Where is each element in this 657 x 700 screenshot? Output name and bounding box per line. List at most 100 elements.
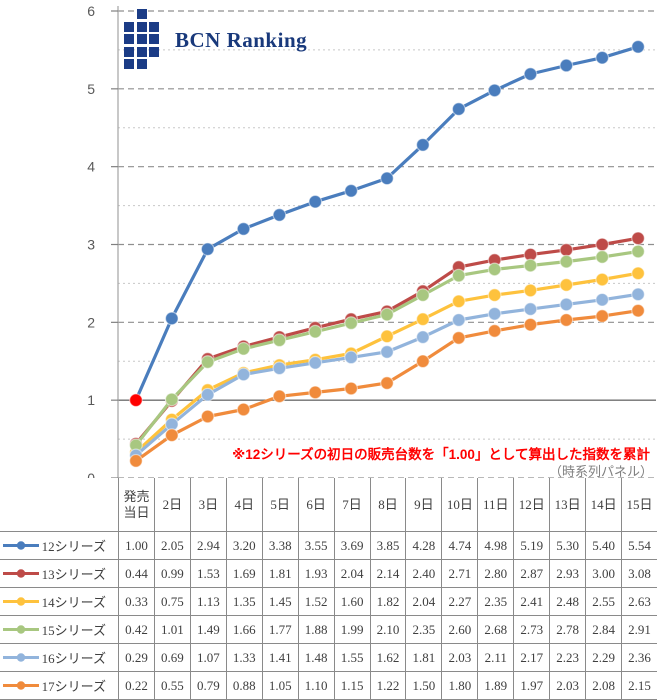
series-marker-6	[272, 389, 287, 404]
column-header-cell: 8日	[369, 478, 406, 532]
table-value-cell: 1.53	[189, 560, 226, 588]
panel-type-note: （時系列パネル）	[548, 464, 653, 479]
bcn-ranking-logo: BCN Ranking	[124, 9, 307, 72]
series-marker-5	[272, 361, 287, 376]
table-value-cell: 1.93	[297, 560, 334, 588]
y-axis-label: 1	[87, 392, 95, 408]
column-header-cell: 7日	[333, 478, 370, 532]
series-data-table: 発売当日 2日 3日 4日 5日 6日 7日 8日 9日 10日 11日 12日 13日 14日 15日 12…	[0, 478, 657, 700]
series-marker-1	[451, 102, 466, 116]
table-value-cell: 2.68	[477, 616, 514, 644]
table-value-cell: 1.22	[369, 672, 406, 700]
logo-square	[149, 34, 159, 44]
series-marker-1	[523, 67, 538, 81]
series-marker-1	[200, 242, 215, 257]
series-name-label: 15シリーズ	[41, 623, 106, 638]
series-marker-3	[631, 266, 645, 281]
table-value-cell: 1.13	[189, 588, 226, 616]
series-marker-5	[308, 355, 323, 370]
series-marker-4	[559, 254, 574, 269]
table-value-cell: 1.77	[261, 616, 298, 644]
series-marker-3	[523, 283, 538, 298]
table-value-cell: 0.69	[153, 644, 190, 672]
table-value-cell: 2.48	[549, 588, 586, 616]
table-value-cell: 1.89	[477, 672, 514, 700]
series-marker-5	[236, 367, 251, 382]
table-value-cell: 2.94	[189, 532, 226, 560]
series-marker-1	[236, 222, 251, 236]
table-value-cell: 2.63	[621, 588, 657, 616]
series-marker-2	[631, 231, 645, 246]
column-header-cell: 13日	[549, 478, 586, 532]
table-value-cell: 2.35	[405, 616, 442, 644]
table-value-cell: 2.29	[585, 644, 622, 672]
series-marker-3	[380, 329, 394, 344]
table-value-cell: 1.88	[297, 616, 334, 644]
y-axis-label: 4	[87, 159, 95, 175]
series-marker-1	[631, 39, 645, 54]
table-value-cell: 2.27	[441, 588, 478, 616]
table-value-cell: 0.22	[118, 672, 154, 700]
series-marker-4	[164, 392, 179, 407]
series-marker-4	[451, 268, 466, 283]
series-marker-6	[200, 409, 215, 424]
table-value-cell: 0.99	[153, 560, 190, 588]
table-value-cell: 2.41	[513, 588, 550, 616]
table-value-cell: 4.28	[405, 532, 442, 560]
logo-square	[149, 46, 159, 57]
table-value-cell: 2.91	[621, 616, 657, 644]
series-marker-5	[451, 313, 466, 327]
table-value-cell: 0.44	[118, 560, 154, 588]
column-header-cell: 14日	[585, 478, 622, 532]
series-marker-1	[595, 50, 610, 65]
series-marker-5	[559, 297, 574, 312]
table-value-cell: 1.81	[405, 644, 442, 672]
table-value-cell: 5.19	[513, 532, 550, 560]
series-marker-1	[559, 58, 574, 73]
series-name-label: 14シリーズ	[41, 595, 106, 610]
series-marker-3	[595, 272, 610, 287]
series-marker-1	[164, 311, 179, 326]
table-value-cell: 0.75	[153, 588, 190, 616]
series-marker-6	[308, 385, 323, 400]
column-header-cell: 発売当日	[118, 478, 154, 532]
table-value-cell: 2.71	[441, 560, 478, 588]
column-header-cell: 2日	[153, 478, 190, 532]
table-value-cell: 0.29	[118, 644, 154, 672]
series-marker-5	[523, 302, 538, 317]
series-marker-1	[487, 83, 502, 98]
y-axis-label: 5	[87, 81, 95, 97]
table-value-cell: 5.30	[549, 532, 586, 560]
table-value-cell: 2.08	[585, 672, 622, 700]
y-axis-label: 6	[87, 3, 95, 19]
y-axis-label: 3	[87, 237, 95, 253]
series-marker-5	[595, 292, 610, 307]
series-marker-6	[236, 402, 251, 417]
table-value-cell: 2.93	[549, 560, 586, 588]
cumulative-sales-index-line-chart: 0 1 2 3 4 5 6	[87, 3, 656, 478]
row-label-cell: 15シリーズ	[0, 616, 118, 644]
series-marker-1	[415, 137, 430, 152]
row-label-cell: 17シリーズ	[0, 672, 118, 700]
series-marker-4	[487, 262, 502, 277]
series-marker-6	[559, 313, 574, 327]
series-marker-5	[415, 330, 430, 345]
table-value-cell: 1.80	[441, 672, 478, 700]
series-marker-4	[380, 307, 394, 322]
column-header-cell: 10日	[441, 478, 478, 532]
table-value-cell: 2.03	[441, 644, 478, 672]
series-marker-4	[236, 341, 251, 356]
logo-square	[149, 21, 159, 32]
series-name-label: 17シリーズ	[41, 679, 106, 694]
column-header-cell: 5日	[261, 478, 298, 532]
series-marker-5	[380, 345, 394, 359]
table-value-cell: 0.42	[118, 616, 154, 644]
table-value-cell: 1.49	[189, 616, 226, 644]
column-header-cell: 15日	[621, 478, 657, 532]
table-value-cell: 3.69	[333, 532, 370, 560]
series-marker-1	[308, 194, 323, 209]
series-marker-4	[308, 324, 323, 339]
table-value-cell: 3.55	[297, 532, 334, 560]
table-value-cell: 1.00	[118, 532, 154, 560]
table-value-cell: 2.14	[369, 560, 406, 588]
